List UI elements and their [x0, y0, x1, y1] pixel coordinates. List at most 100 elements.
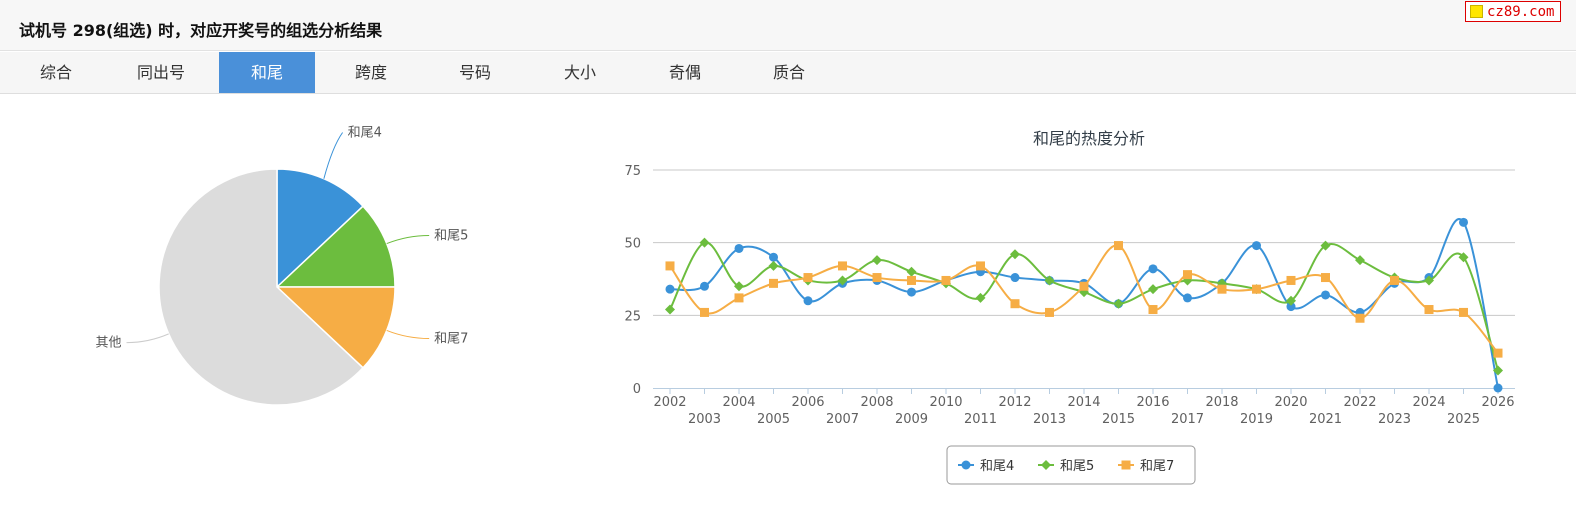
series-group: [665, 217, 1503, 393]
series-group: [665, 237, 1503, 376]
data-point: [1252, 284, 1261, 294]
data-point: [1493, 348, 1503, 358]
pie-chart: 和尾4 和尾5 和尾7 其他: [95, 126, 468, 406]
data-point: [961, 460, 971, 470]
data-point: [1183, 293, 1192, 303]
line-chart: 和尾的热度分析025507520022003200420052006200720…: [624, 129, 1515, 485]
pie-slice: [158, 168, 365, 406]
data-point: [1148, 264, 1158, 274]
data-point: [699, 237, 710, 248]
header-bar: 试机号 298(组选) 时，对应开奖号的组选分析结果: [0, 0, 1576, 51]
x-tick-label: 2022: [1343, 395, 1376, 410]
x-tick-label: 2003: [688, 412, 721, 427]
data-point: [1355, 313, 1365, 323]
data-point: [1044, 275, 1055, 286]
x-tick-label: 2018: [1205, 395, 1238, 410]
data-point: [769, 278, 778, 288]
data-point: [1121, 460, 1131, 470]
data-point: [665, 304, 675, 315]
series-line: [669, 218, 1499, 389]
y-tick-label: 0: [633, 382, 641, 397]
pie-connector-line: [386, 234, 430, 245]
legend-label: 和尾4: [980, 459, 1014, 474]
data-point: [700, 307, 709, 317]
legend-box: [946, 445, 1196, 485]
data-point: [734, 281, 744, 292]
data-point: [976, 261, 985, 271]
x-tick-label: 2026: [1481, 395, 1514, 410]
x-tick-label: 2017: [1171, 412, 1204, 427]
series-group: [665, 241, 1503, 358]
x-tick-label: 2023: [1378, 412, 1411, 427]
data-point: [1458, 252, 1469, 263]
legend-label: 和尾7: [1140, 459, 1174, 474]
data-point: [1148, 305, 1158, 315]
data-point: [1079, 281, 1089, 291]
x-tick-label: 2008: [860, 395, 893, 410]
y-tick-label: 50: [624, 237, 641, 252]
page-title: 试机号 298(组选) 时，对应开奖号的组选分析结果: [19, 21, 383, 40]
tab-sum-tail[interactable]: 和尾: [219, 52, 315, 93]
pie-connector-line: [323, 132, 344, 179]
data-point: [1010, 273, 1020, 283]
data-point: [803, 273, 813, 283]
data-point: [1459, 217, 1468, 227]
data-point: [837, 275, 848, 286]
data-point: [1493, 383, 1503, 393]
data-point: [1041, 460, 1051, 470]
data-point: [872, 273, 882, 283]
data-point: [1286, 295, 1296, 306]
x-tick-label: 2019: [1240, 412, 1273, 427]
data-point: [1252, 241, 1261, 251]
data-point: [1390, 275, 1399, 285]
tab-co-occurrence[interactable]: 同出号: [136, 63, 185, 82]
data-point: [1114, 241, 1123, 251]
pie-connector-line: [126, 333, 169, 344]
data-point: [872, 255, 882, 266]
data-point: [1286, 275, 1296, 285]
data-point: [1424, 275, 1434, 286]
data-point: [769, 252, 778, 262]
data-point: [1321, 290, 1330, 300]
pie-label: 其他: [95, 336, 121, 351]
tab-number[interactable]: 号码: [458, 63, 491, 82]
tab-big-small[interactable]: 大小: [563, 63, 596, 82]
x-tick-label: 2012: [998, 395, 1031, 410]
data-point: [665, 284, 675, 294]
x-tick-label: 2015: [1102, 412, 1135, 427]
pie-label: 和尾5: [434, 228, 468, 243]
x-tick-label: 2020: [1274, 395, 1307, 410]
x-tick-label: 2014: [1067, 395, 1100, 410]
tab-span[interactable]: 跨度: [354, 63, 387, 82]
data-point: [1010, 299, 1020, 309]
y-tick-label: 75: [624, 164, 641, 179]
data-point: [803, 296, 813, 306]
tab-overview[interactable]: 综合: [39, 63, 72, 82]
data-point: [1424, 305, 1434, 315]
x-tick-label: 2013: [1033, 412, 1066, 427]
site-badge[interactable]: cz89.com: [1465, 1, 1562, 22]
data-point: [1459, 307, 1468, 317]
pie-slice: [276, 168, 365, 289]
data-point: [1286, 302, 1296, 312]
x-tick-label: 2007: [826, 412, 859, 427]
x-tick-label: 2009: [895, 412, 928, 427]
data-point: [700, 281, 709, 291]
data-point: [665, 261, 675, 271]
data-point: [1045, 307, 1054, 317]
data-point: [734, 293, 744, 303]
pie-connector-line: [386, 329, 430, 340]
x-tick-label: 2024: [1412, 395, 1445, 410]
tab-prime-composite[interactable]: 质合: [772, 63, 805, 82]
tab-bar: 综合 同出号 和尾 跨度 号码 大小 奇偶 质合: [0, 52, 1576, 94]
series-line: [669, 244, 1499, 354]
data-point: [906, 266, 917, 277]
x-tick-label: 2016: [1136, 395, 1169, 410]
chart-title: 和尾的热度分析: [1033, 129, 1145, 148]
data-point: [1321, 273, 1330, 283]
square-icon: [1470, 5, 1483, 18]
tab-odd-even[interactable]: 奇偶: [668, 63, 701, 82]
x-tick-label: 2005: [757, 412, 790, 427]
y-tick-label: 25: [624, 309, 641, 324]
data-point: [768, 260, 779, 271]
